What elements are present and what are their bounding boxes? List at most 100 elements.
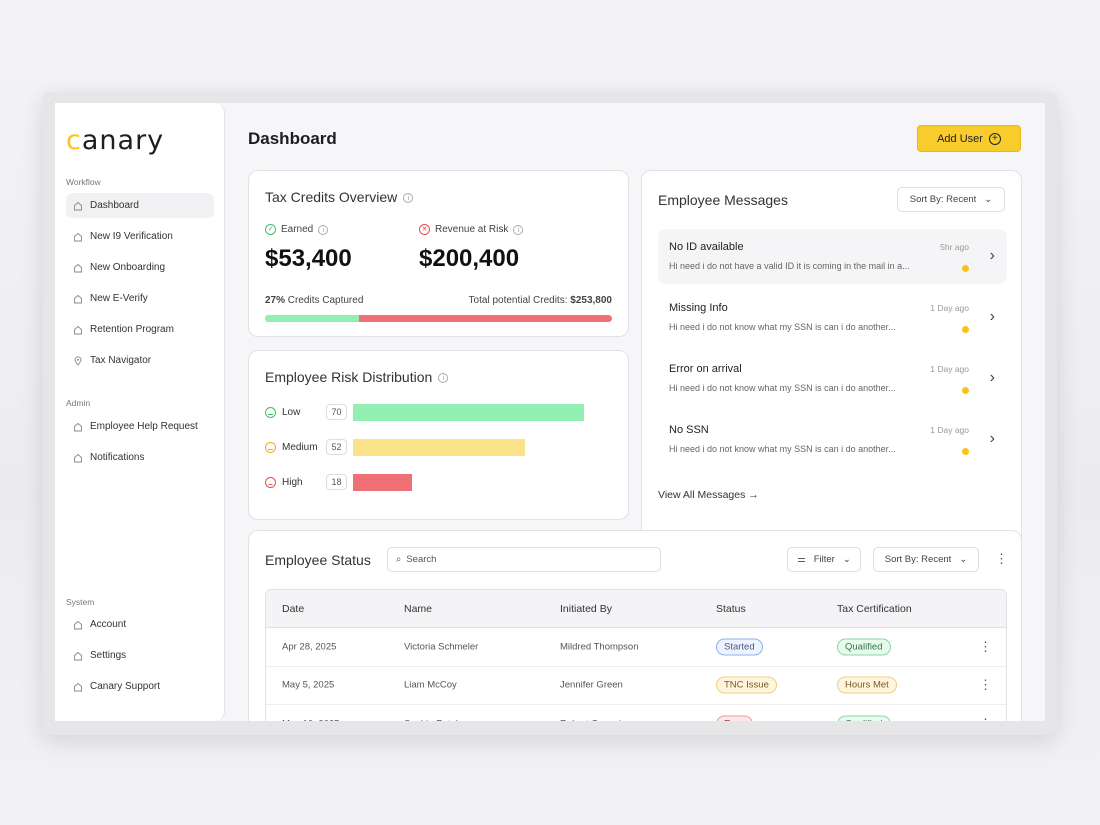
message-item[interactable]: No ID available Hi need i do not have a v… — [658, 229, 1007, 284]
home-icon — [73, 201, 83, 211]
sidebar-item-settings[interactable]: Settings — [66, 643, 214, 668]
more-options-icon[interactable]: ⋮ — [995, 551, 1008, 566]
message-title: Error on arrival — [669, 363, 742, 375]
home-icon — [73, 682, 83, 692]
unread-dot-icon — [962, 326, 969, 333]
cell-initiated-by: Mildred Thompson — [560, 641, 639, 653]
status-badge: Started — [716, 638, 763, 656]
home-icon — [73, 263, 83, 273]
revenue-risk-label: ✕ Revenue at Risk i — [419, 224, 524, 235]
sliders-icon: ⚌ — [797, 554, 806, 565]
risk-count: 18 — [326, 474, 347, 490]
sidebar-item-new-e-verify[interactable]: New E-Verify — [66, 286, 214, 311]
status-badge: TNC Issue — [716, 676, 777, 694]
search-input[interactable]: ⌕ Search — [387, 547, 661, 572]
sidebar-item-label: Employee Help Request — [90, 421, 198, 432]
sidebar-item-label: Account — [90, 619, 127, 630]
info-icon[interactable]: i — [403, 193, 414, 204]
canary-logo: canary — [66, 125, 165, 156]
unread-dot-icon — [962, 265, 969, 272]
filter-button[interactable]: ⚌ Filter ⌄ — [787, 547, 861, 572]
table-row[interactable]: May 10, 2025 Sophia Patel Robert Cumming… — [266, 705, 1006, 721]
row-more-options-icon[interactable]: ⋮ — [979, 677, 992, 693]
chevron-down-icon: ⌄ — [959, 554, 968, 565]
sidebar-item-tax-navigator[interactable]: Tax Navigator — [66, 348, 214, 373]
table-row[interactable]: May 5, 2025 Liam McCoy Jennifer Green TN… — [266, 667, 1006, 705]
chevron-right-icon[interactable]: › — [989, 369, 995, 386]
info-icon[interactable]: i — [318, 224, 329, 235]
table-row[interactable]: Apr 28, 2025 Victoria Schmeler Mildred T… — [266, 628, 1006, 667]
message-title: No ID available — [669, 241, 744, 253]
view-all-messages-link[interactable]: View All Messages → — [658, 489, 759, 501]
home-icon — [73, 422, 83, 432]
sidebar-item-notifications[interactable]: Notifications — [66, 445, 214, 470]
home-icon — [73, 453, 83, 463]
tax-certification-badge: Qualified — [837, 715, 891, 721]
cell-date: Apr 28, 2025 — [282, 641, 337, 653]
message-preview: Hi need i do not know what my SSN is can… — [669, 383, 896, 393]
sidebar-item-dashboard[interactable]: Dashboard — [66, 193, 214, 218]
home-icon — [73, 651, 83, 661]
neutral-face-icon — [265, 441, 276, 453]
credits-progress-fill — [265, 315, 359, 322]
cell-name: Liam McCoy — [404, 679, 457, 691]
home-icon — [73, 294, 83, 304]
chevron-right-icon[interactable]: › — [989, 247, 995, 264]
info-icon[interactable]: i — [513, 224, 524, 235]
cell-name: Sophia Patel — [404, 718, 458, 721]
card-title: Employee Status — [265, 552, 371, 568]
sidebar-item-employee-help-request[interactable]: Employee Help Request — [66, 414, 214, 439]
risk-bar — [353, 403, 584, 421]
chevron-right-icon[interactable]: › — [989, 308, 995, 325]
info-icon[interactable]: i — [438, 373, 449, 384]
message-item[interactable]: Error on arrival Hi need i do not know wh… — [658, 351, 1007, 406]
total-potential: Total potential Credits: $253,800 — [469, 295, 612, 306]
message-time: 1 Day ago — [930, 303, 969, 313]
risk-label: Medium — [282, 441, 318, 453]
home-icon — [73, 325, 83, 335]
risk-bar — [353, 438, 525, 456]
earned-label: ✓ Earned i — [265, 224, 329, 235]
employee-status-table: Date Name Initiated By Status Tax Certificat… — [265, 589, 1007, 721]
credits-progress-bar — [265, 315, 612, 322]
message-item[interactable]: Missing Info Hi need i do not know what m… — [658, 290, 1007, 345]
sidebar-item-account[interactable]: Account — [66, 612, 214, 637]
revenue-risk-value: $200,400 — [419, 245, 520, 272]
risk-count: 52 — [326, 439, 347, 455]
message-preview: Hi need i do not know what my SSN is can… — [669, 322, 896, 332]
search-icon: ⌕ — [396, 554, 402, 565]
frown-icon — [265, 476, 276, 488]
section-label-admin: Admin — [66, 398, 91, 408]
message-item[interactable]: No SSN Hi need i do not know what my SSN … — [658, 412, 1007, 467]
row-more-options-icon[interactable]: ⋮ — [979, 716, 992, 721]
risk-bar — [353, 473, 413, 491]
card-title: Employee Risk Distribution i — [265, 369, 449, 385]
sort-dropdown[interactable]: Sort By: Recent ⌄ — [897, 187, 1005, 212]
risk-row-medium: Medium 52 — [265, 438, 615, 456]
add-user-label: Add User — [937, 132, 983, 145]
sidebar-item-new-i9-verification[interactable]: New I9 Verification — [66, 224, 214, 249]
chevron-right-icon[interactable]: › — [989, 430, 995, 447]
message-preview: Hi need i do not know what my SSN is can… — [669, 444, 896, 454]
employee-status-card: Employee Status ⌕ Search ⚌ Filter ⌄ Sort By… — [248, 530, 1022, 721]
tax-credits-card: Tax Credits Overview i ✓ Earned i $53,400 ✕… — [248, 170, 629, 337]
sidebar-item-canary-support[interactable]: Canary Support — [66, 674, 214, 699]
tax-certification-badge: Qualified — [837, 638, 891, 656]
sidebar: canary Workflow Dashboard New I9 Verifica… — [55, 103, 225, 721]
card-title: Tax Credits Overview i — [265, 189, 414, 205]
sort-dropdown[interactable]: Sort By: Recent ⌄ — [873, 547, 979, 572]
total-label: Total potential Credits: — [468, 295, 568, 306]
page-title: Dashboard — [248, 129, 337, 148]
message-time: 1 Day ago — [930, 425, 969, 435]
row-more-options-icon[interactable]: ⋮ — [979, 638, 992, 654]
sidebar-item-new-onboarding[interactable]: New Onboarding — [66, 255, 214, 280]
risk-label: High — [282, 476, 303, 488]
add-user-button[interactable]: Add User + — [917, 125, 1021, 152]
table-header: Date Name Initiated By Status Tax Certificat… — [266, 590, 1006, 628]
cell-name: Victoria Schmeler — [404, 641, 479, 653]
risk-row-low: Low 70 — [265, 403, 615, 421]
sidebar-item-retention-program[interactable]: Retention Program — [66, 317, 214, 342]
sidebar-item-label: Retention Program — [90, 324, 174, 335]
sidebar-item-label: Canary Support — [90, 681, 161, 692]
sidebar-item-label: New I9 Verification — [90, 231, 173, 242]
